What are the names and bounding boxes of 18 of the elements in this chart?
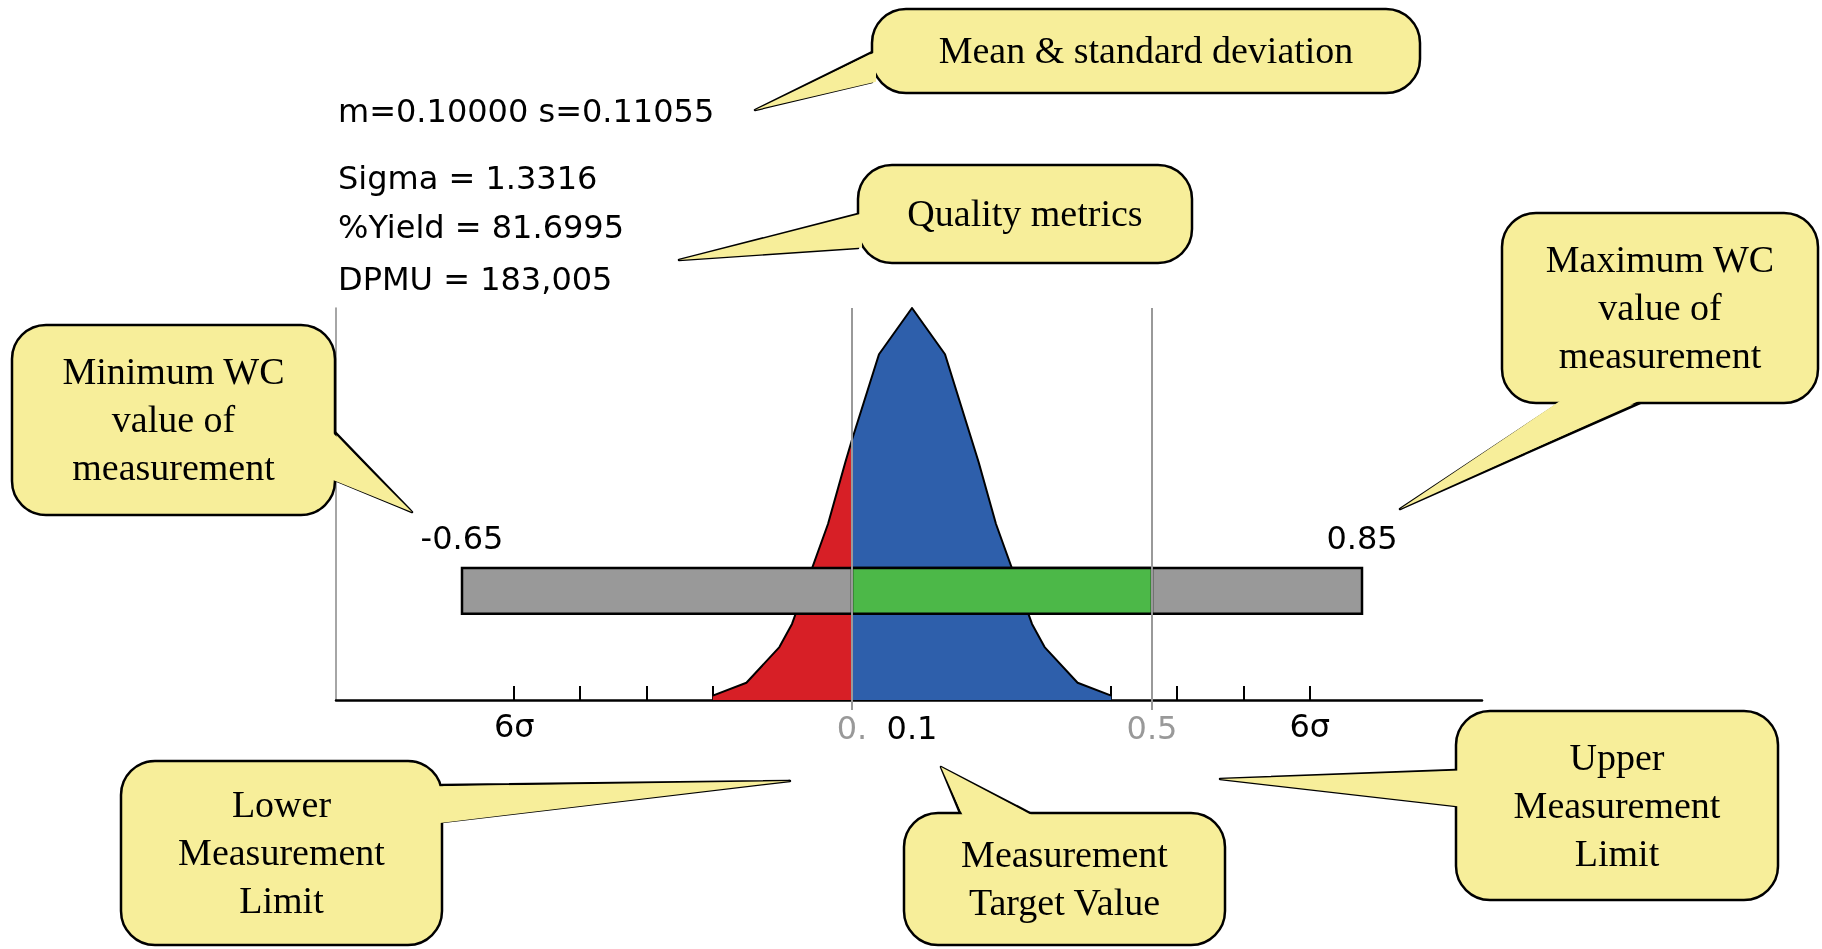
text: m=0.10000 s=0.11055 [338,92,715,130]
text: Mean & standard deviation [938,29,1354,71]
text: Quality metrics [907,192,1143,234]
text: Measurement Target Value [961,833,1169,923]
text: 6σ [493,707,535,745]
text: Maximum WC value of measurement [1545,238,1775,376]
text: Sigma = 1.3316 [338,159,598,197]
x-tick-label: 0.1 [886,709,938,747]
x-tick-label: 0. [836,709,868,747]
annotation: 0.85 [1326,518,1398,557]
text: Lower Measurement Limit [178,783,386,921]
text: Minimum WC value of measurement [62,350,285,488]
x-tick-label: 0.5 [1126,709,1178,747]
text: %Yield = 81.6995 [338,208,625,246]
text: Upper Measurement Limit [1513,735,1721,874]
text: 6σ [1289,707,1331,745]
annotation: -0.65 [420,518,504,557]
text: DPMU = 183,005 [338,260,613,298]
